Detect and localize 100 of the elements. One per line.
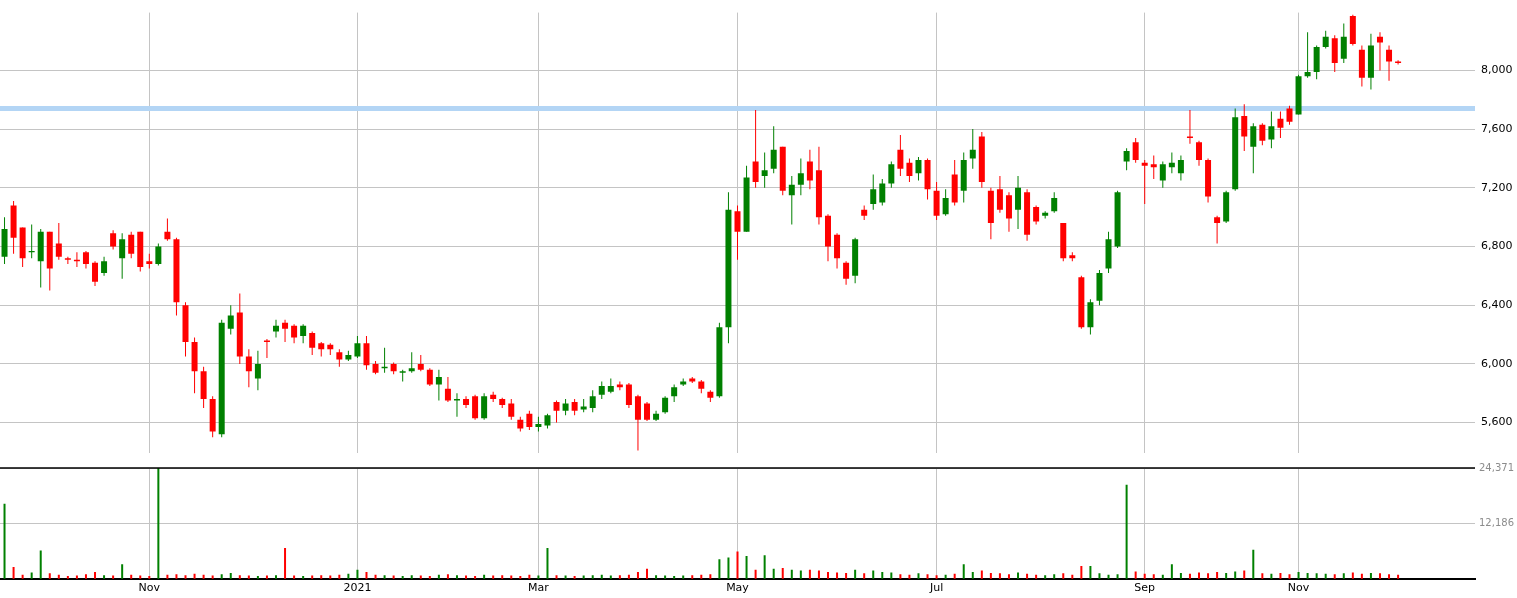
- y-tick-label: 8,000: [1481, 63, 1513, 77]
- bar: [1089, 566, 1092, 579]
- bar: [555, 575, 558, 579]
- x-tick-label: Sep: [1134, 581, 1156, 595]
- bar: [483, 574, 486, 579]
- bar: [519, 576, 522, 579]
- bar: [754, 569, 757, 579]
- bar: [573, 576, 576, 579]
- y-tick-label: 6,000: [1481, 356, 1513, 370]
- bar: [881, 571, 884, 579]
- candlestick: [1186, 110, 1193, 144]
- bar: [1017, 572, 1020, 579]
- bar: [763, 555, 766, 579]
- bar: [121, 564, 124, 579]
- bar: [989, 572, 992, 579]
- bar: [863, 573, 866, 579]
- bar: [1397, 574, 1400, 579]
- bar: [1035, 574, 1038, 579]
- bar: [1152, 574, 1155, 579]
- bar: [817, 570, 820, 579]
- bar: [1234, 571, 1237, 579]
- bar: [157, 468, 160, 579]
- bar: [1324, 573, 1327, 579]
- bar: [175, 574, 178, 579]
- bar: [944, 574, 947, 579]
- bar: [30, 572, 33, 579]
- bar: [854, 569, 857, 579]
- bar: [492, 575, 495, 579]
- bar: [1225, 572, 1228, 579]
- bar: [338, 574, 341, 579]
- bar: [537, 575, 540, 579]
- bar: [1342, 573, 1345, 579]
- bar: [293, 575, 296, 579]
- bar: [1170, 564, 1173, 579]
- bar: [84, 574, 87, 579]
- bar: [636, 571, 639, 579]
- bar: [465, 575, 468, 579]
- bar: [383, 575, 386, 579]
- x-tick-label: May: [726, 581, 750, 595]
- bar: [582, 575, 585, 579]
- bar: [908, 574, 911, 579]
- x-tick-label: Nov: [138, 581, 161, 595]
- x-tick-label: 2021: [343, 581, 372, 595]
- bar: [1134, 571, 1137, 579]
- bar: [1071, 574, 1074, 579]
- bar: [3, 503, 6, 579]
- bar: [419, 575, 422, 579]
- bar: [926, 574, 929, 579]
- bar: [1360, 573, 1363, 579]
- bar: [392, 575, 395, 579]
- bar: [1044, 575, 1047, 579]
- bar: [1007, 574, 1010, 579]
- y-tick-label: 5,600: [1481, 415, 1513, 429]
- bar: [1053, 574, 1056, 579]
- bar: [664, 575, 667, 579]
- bar: [75, 575, 78, 579]
- bar: [229, 572, 232, 579]
- bar: [374, 574, 377, 579]
- bar: [808, 569, 811, 579]
- x-tick-label: Nov: [1287, 581, 1310, 595]
- bar: [184, 575, 187, 579]
- bar: [1388, 574, 1391, 579]
- bar: [247, 575, 250, 579]
- bar: [428, 576, 431, 579]
- bar: [510, 575, 513, 579]
- bar: [546, 547, 549, 579]
- bar: [1270, 573, 1273, 579]
- bar: [356, 569, 359, 579]
- bar: [202, 574, 205, 579]
- bar: [21, 574, 24, 579]
- bar: [1243, 570, 1246, 579]
- bar: [872, 570, 875, 579]
- bar: [953, 573, 956, 579]
- bar: [718, 559, 721, 579]
- x-tick-label: Jul: [928, 581, 944, 595]
- bar: [1116, 574, 1119, 579]
- bar: [474, 576, 477, 579]
- y-tick-label: 12,186: [1479, 516, 1514, 528]
- bar: [899, 574, 902, 579]
- bar: [790, 569, 793, 579]
- bar: [917, 573, 920, 579]
- bar: [148, 576, 151, 579]
- bar: [365, 571, 368, 579]
- bar: [320, 575, 323, 579]
- bar: [1026, 573, 1029, 579]
- bar: [1188, 573, 1191, 579]
- bar: [691, 575, 694, 579]
- bar: [826, 571, 829, 579]
- bar: [627, 574, 630, 579]
- bar: [609, 575, 612, 579]
- bar: [1261, 573, 1264, 579]
- bar: [682, 575, 685, 579]
- bar: [962, 564, 965, 579]
- bar: [1216, 571, 1219, 579]
- bar: [1279, 572, 1282, 579]
- bar: [1315, 573, 1318, 579]
- bar: [998, 573, 1001, 579]
- bar: [836, 572, 839, 579]
- bar: [275, 575, 277, 579]
- bar: [727, 557, 730, 579]
